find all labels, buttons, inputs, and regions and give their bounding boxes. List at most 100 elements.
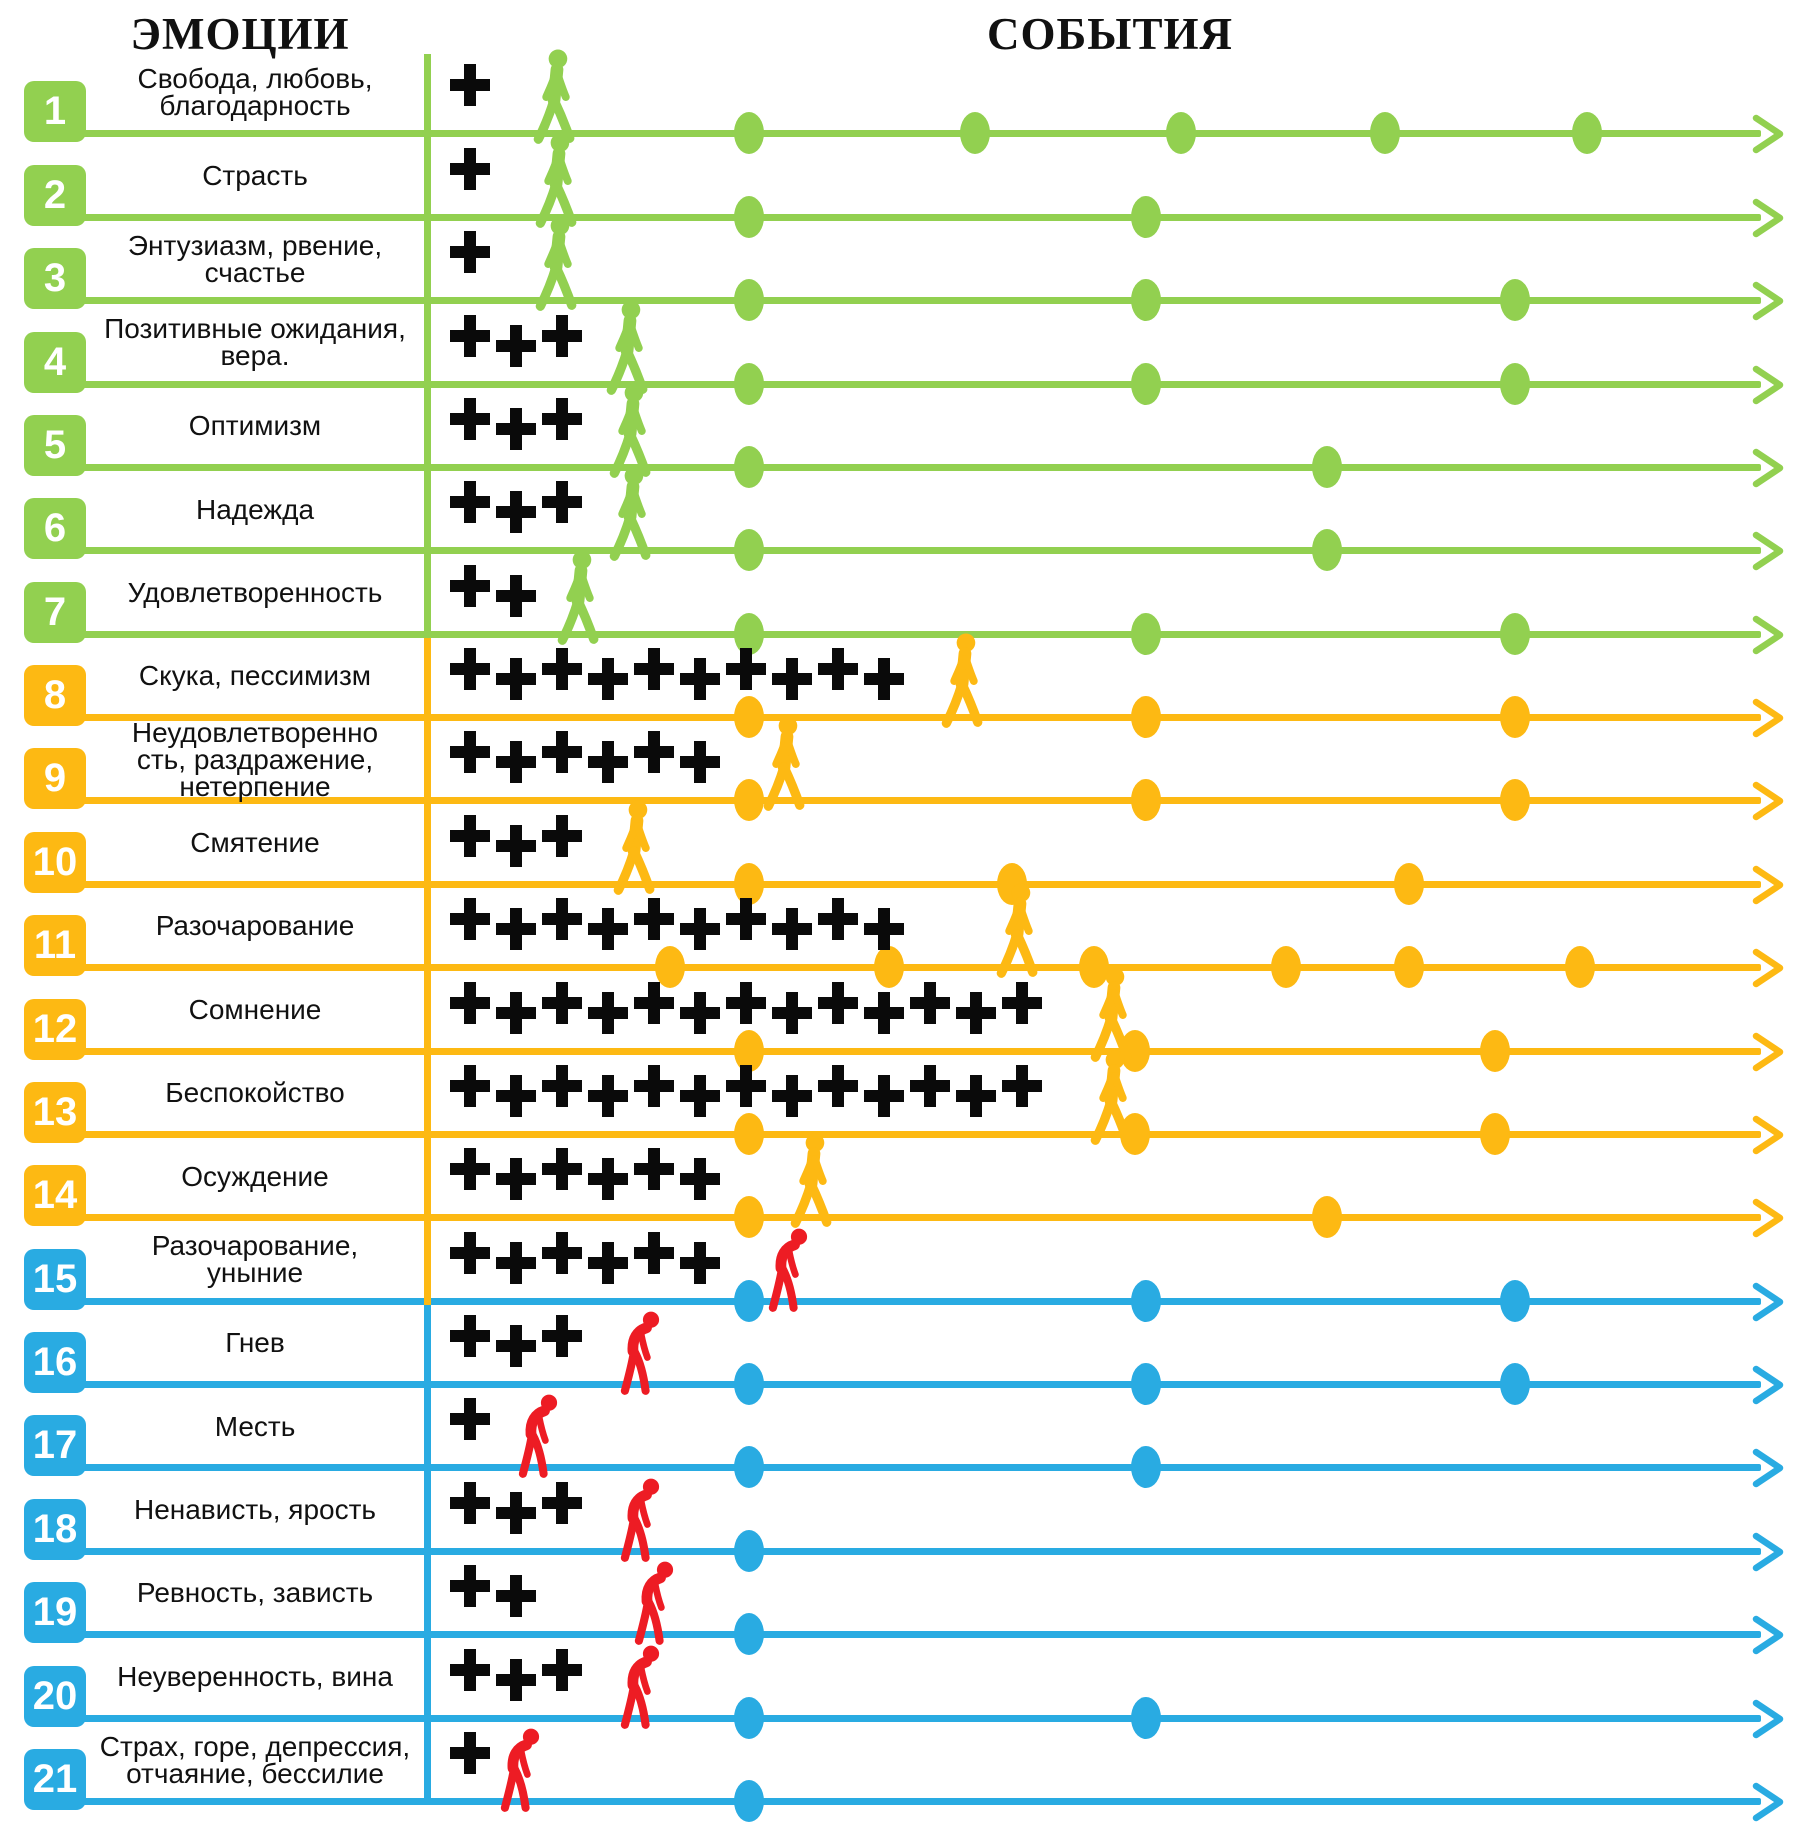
intensity-pluses (450, 814, 588, 872)
emotion-label: Энтузиазм, рвение, счастье (90, 221, 420, 297)
plus (450, 397, 490, 441)
emotion-label-line: Позитивные ожидания, (104, 313, 406, 345)
plus-icon (634, 731, 674, 774)
row-number: 3 (43, 256, 67, 301)
timeline-dot (1271, 946, 1301, 989)
column-divider (424, 1304, 431, 1805)
emotion-row: 12 Сомнение (0, 966, 1799, 1072)
plus-icon (496, 1491, 536, 1534)
plus (818, 1064, 858, 1108)
plus-icon (450, 64, 490, 107)
timeline-dot (734, 1779, 764, 1822)
emotion-label: Скука, пессимизм (90, 638, 420, 714)
row-number: 6 (43, 506, 67, 551)
plus (450, 1314, 490, 1358)
plus (496, 1157, 536, 1201)
row-number-badge: 11 (24, 915, 86, 977)
timeline-arrow-icon (1752, 1615, 1784, 1655)
plus (450, 564, 490, 608)
plus-icon (450, 1064, 490, 1107)
plus (680, 907, 720, 951)
intensity-pluses (450, 1397, 496, 1455)
plus-icon (634, 981, 674, 1024)
plus (450, 314, 490, 358)
plus-icon (450, 1148, 490, 1191)
timeline-dot (1131, 696, 1161, 738)
plus-icon (864, 1074, 904, 1117)
timeline-arrow-icon (1752, 1032, 1784, 1071)
intensity-pluses (450, 1064, 1048, 1122)
plus (588, 907, 628, 951)
intensity-pluses (450, 564, 542, 622)
emotion-label: Сомнение (90, 971, 420, 1047)
plus (496, 407, 536, 451)
emotion-row: 10 Смятение (0, 800, 1799, 905)
slumped-figure-icon (500, 1728, 540, 1812)
plus (634, 897, 674, 941)
timeline-arrow-icon (1752, 1199, 1784, 1238)
walking-figure-icon (1090, 966, 1132, 1062)
plus-icon (450, 898, 490, 941)
emotion-row: 4 Позитивные ожидания, вера. (0, 299, 1799, 405)
timeline-dot (1565, 946, 1595, 989)
plus (450, 1648, 490, 1692)
row-number-badge: 8 (24, 665, 86, 726)
timeline-dot (1500, 612, 1530, 655)
emotion-label: Свобода, любовь, благодарность (90, 54, 420, 130)
walking-figure-icon (535, 216, 577, 311)
plus (588, 1074, 628, 1118)
emotion-label-line: Энтузиазм, рвение, (127, 229, 383, 261)
plus (772, 907, 812, 951)
plus (542, 981, 582, 1025)
plus (634, 1231, 674, 1275)
plus (956, 991, 996, 1035)
plus (588, 740, 628, 784)
plus (726, 647, 766, 691)
row-number-badge: 21 (24, 1748, 86, 1810)
row-number: 14 (32, 1173, 78, 1218)
timeline-dot (734, 1696, 764, 1739)
plus (450, 730, 490, 774)
plus-icon (450, 397, 490, 440)
timeline-dot (1131, 1696, 1161, 1739)
emotion-label-line: Разочарование, (151, 1230, 359, 1262)
emotion-label: Удовлетворенность (90, 554, 420, 630)
plus-icon (450, 1315, 490, 1357)
plus-icon (450, 1565, 490, 1608)
timeline-dot (734, 779, 764, 822)
timeline-dot (960, 112, 990, 155)
emotion-row: 2 Страсть (0, 133, 1799, 238)
plus-icon (910, 981, 950, 1024)
plus (450, 647, 490, 691)
timeline-dot (1500, 1363, 1530, 1405)
plus (588, 1241, 628, 1285)
plus-icon (1002, 1064, 1042, 1107)
timeline-arrow-icon (1752, 1449, 1784, 1488)
emotion-label: Неудовлетворенно сть, раздражение, нетерпе… (90, 718, 420, 800)
plus (450, 1147, 490, 1191)
plus-icon (450, 1481, 490, 1524)
plus (450, 63, 490, 107)
row-number-badge: 6 (24, 498, 86, 560)
row-number-badge: 16 (24, 1332, 86, 1393)
timeline (25, 1464, 1761, 1472)
emotion-label: Беспокойство (90, 1055, 420, 1131)
plus-icon (726, 981, 766, 1024)
emotion-row: 5 Оптимизм (0, 383, 1799, 488)
plus (818, 647, 858, 691)
plus (634, 730, 674, 774)
timeline-dot (734, 445, 764, 488)
intensity-pluses (450, 230, 496, 288)
plus-icon (818, 648, 858, 690)
plus (680, 991, 720, 1035)
walking-figure-icon (533, 49, 575, 145)
plus (680, 657, 720, 701)
row-number-badge: 9 (24, 748, 86, 810)
timeline (25, 297, 1761, 305)
walking-figure-icon (609, 383, 651, 478)
timeline-dot (1131, 195, 1161, 238)
plus (450, 230, 490, 274)
timeline-dot (1394, 946, 1424, 989)
timeline-dot (1500, 779, 1530, 822)
timeline-arrow-icon (1752, 865, 1784, 904)
